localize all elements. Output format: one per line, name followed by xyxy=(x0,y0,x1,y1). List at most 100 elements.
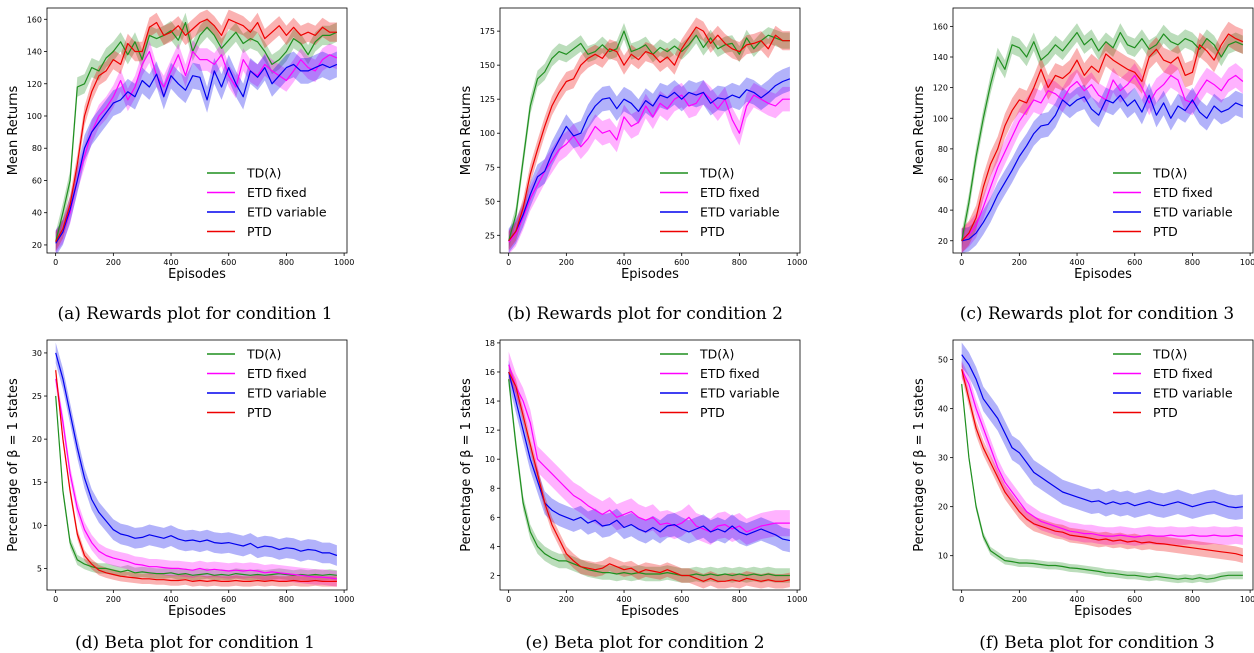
y-tick-label: 4 xyxy=(490,542,495,551)
y-tick-label: 50 xyxy=(938,356,948,365)
legend-label-3: ETD variable xyxy=(247,386,327,401)
y-tick-label: 75 xyxy=(485,163,495,172)
y-tick-label: 50 xyxy=(485,197,495,206)
y-tick-label: 20 xyxy=(32,435,42,444)
legend-label-2: ETD fixed xyxy=(1153,185,1213,200)
y-tick-label: 80 xyxy=(32,144,42,153)
chart-panel-3: 0 200 400 600 800 1000 20 40 60 80 100 120 140 160 Epi… xyxy=(912,7,1254,324)
x-tick-label: 200 xyxy=(106,258,121,267)
x-tick-label: 600 xyxy=(674,258,689,267)
series-line-4 xyxy=(55,18,337,242)
y-tick-label: 160 xyxy=(27,15,42,24)
x-tick-label: 600 xyxy=(221,595,236,604)
x-tick-label: 400 xyxy=(163,595,178,604)
y-axis-label: Percentage of β = 1 states xyxy=(6,378,21,552)
series-band-4 xyxy=(55,9,337,252)
series-line-3 xyxy=(55,352,338,557)
x-tick-label: 400 xyxy=(616,595,631,604)
legend-label-1: TD(λ) xyxy=(699,166,734,181)
plot-area xyxy=(508,17,791,253)
x-tick-label: 800 xyxy=(279,595,294,604)
series-line-4 xyxy=(961,33,1244,242)
y-tick-label: 10 xyxy=(32,521,42,530)
y-tick-label: 160 xyxy=(933,22,948,31)
series-line-1 xyxy=(961,384,1243,580)
series-line-4 xyxy=(508,26,790,242)
legend-label-2: ETD fixed xyxy=(700,366,760,381)
y-tick-label: 20 xyxy=(32,241,42,250)
x-axis-label: Episodes xyxy=(621,604,679,619)
series-line-4 xyxy=(55,370,337,583)
series-line-1 xyxy=(55,21,338,242)
series-band-2 xyxy=(508,351,790,545)
series-line-1 xyxy=(508,379,790,577)
y-tick-label: 20 xyxy=(938,503,948,512)
y-tick-label: 60 xyxy=(938,176,948,185)
series-band-4 xyxy=(508,17,790,251)
y-tick-label: 125 xyxy=(480,95,495,104)
panel-caption: (f) Beta plot for condition 3 xyxy=(979,633,1214,653)
legend-label-4: PTD xyxy=(700,405,725,420)
series-band-2 xyxy=(961,360,1243,546)
y-tick-label: 2 xyxy=(490,571,495,580)
y-tick-label: 150 xyxy=(480,61,495,70)
plot-frame xyxy=(46,7,348,254)
series-band-2 xyxy=(961,63,1243,253)
x-tick-label: 800 xyxy=(732,595,747,604)
legend-label-1: TD(λ) xyxy=(246,347,281,362)
y-tick-label: 120 xyxy=(27,80,42,89)
legend-label-1: TD(λ) xyxy=(246,166,281,181)
legend-label-4: PTD xyxy=(1153,224,1178,239)
x-tick-label: 800 xyxy=(1185,258,1200,267)
panel-caption: (e) Beta plot for condition 2 xyxy=(525,633,764,653)
x-tick-label: 1000 xyxy=(787,595,807,604)
series-line-2 xyxy=(961,74,1244,242)
legend-label-2: ETD fixed xyxy=(247,185,307,200)
series-line-1 xyxy=(961,31,1244,241)
x-tick-label: 600 xyxy=(221,258,236,267)
series-band-3 xyxy=(55,342,337,566)
legend-label-4: PTD xyxy=(700,224,725,239)
legend-label-4: PTD xyxy=(247,224,272,239)
x-tick-label: 0 xyxy=(53,595,58,604)
x-tick-label: 0 xyxy=(53,258,58,267)
y-tick-label: 100 xyxy=(480,129,495,138)
plot-frame xyxy=(499,339,801,591)
series-band-1 xyxy=(55,390,337,581)
x-tick-label: 200 xyxy=(1012,258,1027,267)
x-tick-label: 1000 xyxy=(1240,595,1254,604)
y-tick-label: 8 xyxy=(490,484,495,493)
x-tick-label: 0 xyxy=(959,595,964,604)
x-tick-label: 600 xyxy=(1127,258,1142,267)
legend-label-3: ETD variable xyxy=(247,205,327,220)
series-line-2 xyxy=(508,364,790,533)
legend-label-4: PTD xyxy=(1153,405,1178,420)
legend-label-2: ETD fixed xyxy=(1153,366,1213,381)
y-axis-label: Mean Returns xyxy=(6,86,21,176)
series-band-3 xyxy=(55,51,337,253)
series-line-1 xyxy=(55,395,337,576)
plot-area xyxy=(508,351,791,589)
y-tick-label: 5 xyxy=(37,564,42,573)
chart-panel-4: 0 200 400 600 800 1000 5 10 15 20 25 30 Episodes Perc… xyxy=(6,339,354,653)
legend-label-1: TD(λ) xyxy=(1152,166,1187,181)
plot-frame xyxy=(952,339,1254,591)
y-tick-label: 30 xyxy=(32,349,42,358)
chart-panel-2: 0 200 400 600 800 1000 25 50 75 100 125 150 175 Episo… xyxy=(459,7,807,324)
x-tick-label: 1000 xyxy=(1240,258,1254,267)
x-tick-label: 200 xyxy=(1012,595,1027,604)
y-axis-label: Percentage of β = 1 states xyxy=(912,378,927,552)
y-tick-label: 40 xyxy=(32,209,42,218)
y-tick-label: 16 xyxy=(485,368,495,377)
x-tick-label: 800 xyxy=(732,258,747,267)
series-line-2 xyxy=(55,378,337,580)
series-line-2 xyxy=(55,50,338,243)
y-axis-label: Percentage of β = 1 states xyxy=(459,378,474,552)
y-tick-label: 30 xyxy=(938,454,948,463)
panel-caption: (b) Rewards plot for condition 2 xyxy=(507,304,783,324)
plot-frame xyxy=(952,7,1254,254)
y-tick-label: 60 xyxy=(32,176,42,185)
x-tick-label: 800 xyxy=(279,258,294,267)
y-tick-label: 10 xyxy=(485,455,495,464)
legend-label-3: ETD variable xyxy=(1153,386,1233,401)
